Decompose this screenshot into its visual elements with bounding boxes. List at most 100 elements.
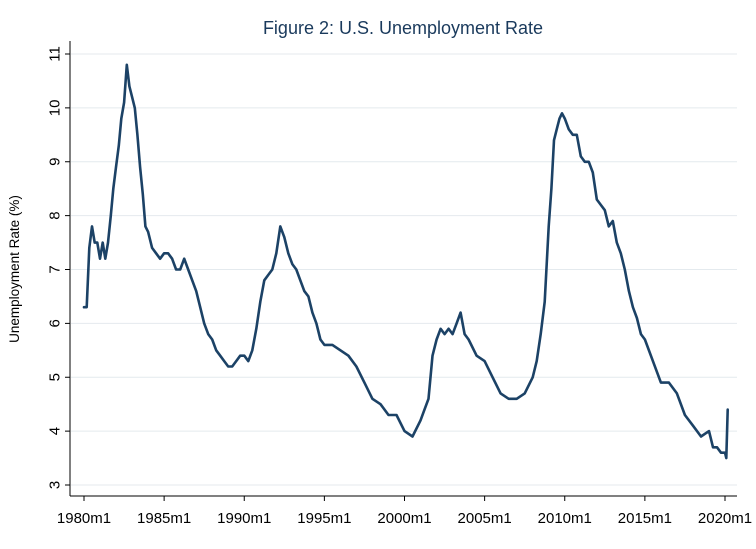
data-point: [128, 85, 131, 88]
y-axis-ticks: 3 4 5 6 7 8 9 10 11: [47, 46, 70, 489]
data-point: [187, 268, 189, 271]
data-point: [88, 247, 91, 249]
x-tick-label: 1995m1: [297, 510, 351, 527]
data-point: [491, 376, 494, 379]
data-point: [295, 268, 298, 271]
data-point: [215, 349, 217, 352]
data-point: [136, 134, 139, 136]
data-point: [259, 301, 262, 303]
data-point: [115, 166, 117, 168]
data-point: [167, 252, 169, 255]
data-point: [207, 333, 209, 335]
data-point: [271, 268, 274, 271]
data-point: [251, 349, 254, 352]
y-axis-label: Unemployment Rate (%): [7, 195, 22, 343]
data-point: [163, 252, 165, 255]
data-point: [371, 398, 374, 400]
data-point: [467, 338, 470, 341]
data-point: [423, 408, 426, 411]
data-point: [596, 198, 598, 201]
data-point: [118, 144, 120, 147]
data-point: [99, 257, 101, 260]
data-point: [144, 225, 147, 228]
data-point: [636, 317, 638, 319]
data-point: [267, 274, 270, 276]
data-point: [616, 241, 618, 244]
series-points: [83, 64, 729, 459]
data-point: [231, 365, 233, 368]
data-point: [307, 295, 310, 298]
data-point: [455, 322, 458, 325]
data-point: [199, 306, 201, 309]
data-point: [179, 268, 181, 271]
data-point: [725, 457, 728, 459]
data-point: [608, 225, 610, 228]
data-point: [427, 398, 430, 400]
data-point: [219, 354, 221, 357]
data-point: [171, 257, 173, 260]
data-point: [279, 225, 282, 228]
data-point: [604, 209, 606, 211]
data-point: [311, 311, 314, 314]
data-point: [539, 333, 542, 335]
data-point: [131, 96, 133, 98]
data-point: [660, 381, 662, 384]
x-tick-label: 2015m1: [618, 510, 672, 527]
x-tick-label: 2010m1: [538, 510, 592, 527]
data-point: [459, 311, 462, 314]
y-tick-label: 5: [47, 373, 64, 381]
data-point: [535, 360, 538, 362]
data-point: [550, 187, 553, 190]
x-tick-label: 1985m1: [137, 510, 191, 527]
data-point: [331, 344, 334, 346]
data-point: [568, 128, 570, 131]
data-point: [531, 376, 534, 379]
y-tick-label: 7: [47, 265, 64, 273]
data-point: [387, 414, 390, 416]
x-tick-label: 2005m1: [458, 510, 512, 527]
data-point: [724, 451, 726, 454]
data-point: [319, 338, 322, 341]
data-point: [411, 435, 414, 438]
data-point: [620, 252, 622, 255]
data-point: [83, 306, 85, 309]
data-point: [255, 328, 258, 330]
data-point: [447, 328, 450, 330]
data-point: [720, 451, 722, 454]
data-point: [419, 419, 422, 422]
data-point: [684, 414, 686, 416]
data-point: [235, 360, 237, 362]
y-tick-label: 8: [47, 211, 64, 219]
data-point: [561, 112, 563, 115]
data-point: [110, 214, 112, 217]
data-point: [668, 381, 670, 384]
data-point: [676, 392, 678, 395]
data-point: [395, 414, 398, 416]
data-point: [142, 193, 144, 195]
data-point: [159, 257, 161, 260]
data-point: [632, 306, 634, 309]
data-point: [151, 247, 153, 249]
data-point: [572, 134, 574, 136]
data-point: [483, 360, 486, 362]
data-point: [347, 354, 350, 357]
x-tick-label: 2000m1: [377, 510, 431, 527]
x-tick-label: 1980m1: [57, 510, 111, 527]
x-tick-label: 1990m1: [217, 510, 271, 527]
data-point: [628, 290, 630, 292]
data-point: [580, 155, 582, 158]
data-point: [183, 257, 185, 260]
data-point: [515, 398, 518, 400]
data-point: [96, 241, 99, 244]
data-point: [475, 354, 478, 357]
data-point: [558, 117, 561, 120]
data-point: [287, 252, 290, 255]
data-point: [716, 446, 718, 449]
data-point: [555, 128, 558, 131]
data-point: [299, 279, 302, 282]
data-point: [443, 333, 446, 335]
data-point: [175, 268, 177, 271]
data-point: [652, 360, 654, 362]
data-point: [227, 365, 229, 368]
data-point: [431, 354, 434, 357]
